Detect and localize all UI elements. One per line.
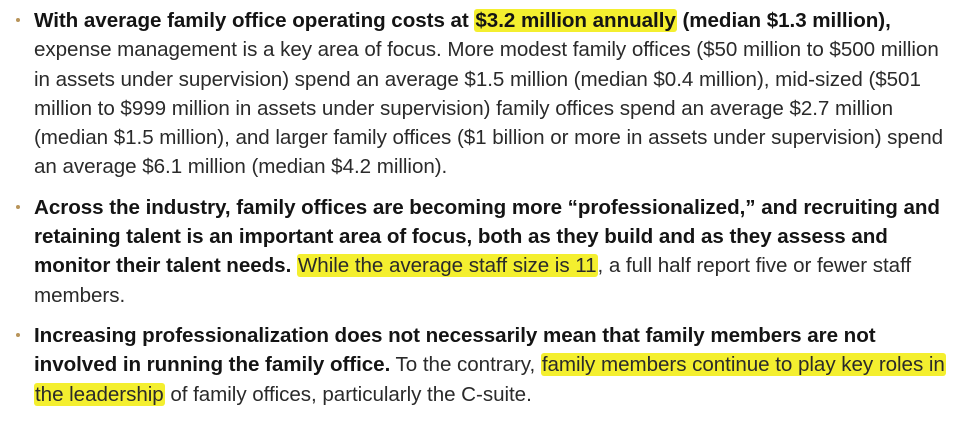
bullet-marker [16, 18, 20, 22]
bullet-professionalized: Across the industry, family offices are … [14, 193, 960, 310]
highlighted-text: While the average staff size is 11 [296, 254, 598, 278]
bullet-body-text: , a full half report five or fewer staff… [34, 254, 912, 307]
bullet-marker [16, 332, 20, 337]
bullet-lead-text: (median $1.3 million), [676, 9, 891, 32]
bullet-marker [16, 204, 20, 209]
bullet-lead-text: Across the industry, family offices are … [34, 195, 940, 278]
bullet-family-members: Increasing professionalization does not … [14, 321, 960, 409]
bullet-body-text: of family offices, particularly the C-su… [164, 382, 532, 406]
bullet-body-text: expense management is a key area of focu… [34, 38, 944, 179]
bullet-list: With average family office operating cos… [14, 6, 960, 409]
bullet-lead-text: With average family office operating cos… [34, 9, 475, 32]
bullet-lead-text: Increasing professionalization does not … [34, 323, 876, 377]
bullet-body-text: To the contrary, [390, 353, 541, 377]
bullet-operating-costs: With average family office operating cos… [14, 6, 960, 182]
highlighted-text: $3.2 million annually [474, 9, 677, 32]
